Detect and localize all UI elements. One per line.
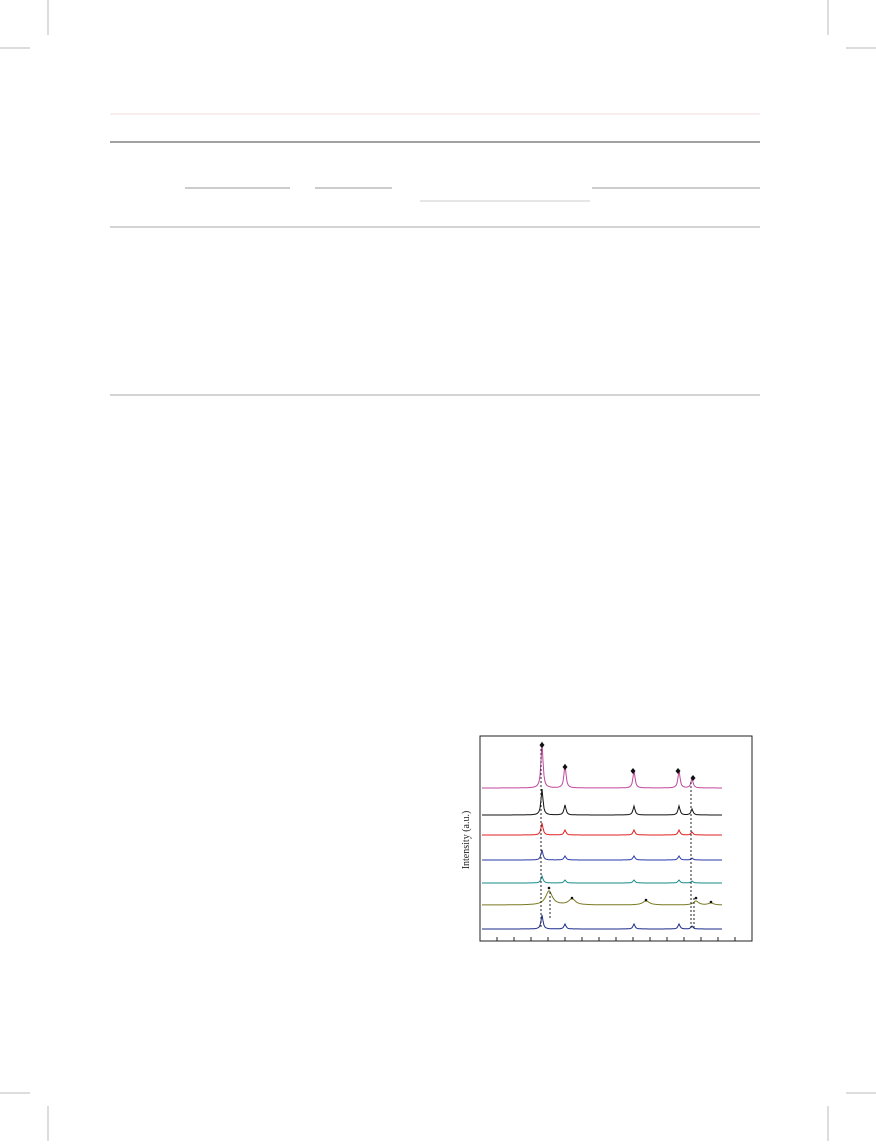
trace [482,849,722,861]
dot-marker [547,886,551,890]
trace [482,788,722,816]
dot-marker [644,898,648,902]
diamond-marker [562,764,568,770]
trace [482,914,722,930]
diamond-marker [690,775,696,781]
trace [482,890,722,906]
diamond-marker [539,742,545,748]
dot-marker [570,896,574,900]
plot-frame [479,735,753,942]
y-axis-label: Intensity (a.u.) [461,811,472,870]
trace [482,874,722,884]
diamond-marker [630,768,636,774]
trace [482,741,722,789]
diamond-marker [675,768,681,774]
dot-marker [709,900,713,904]
xrd-figure: Intensity (a.u.) [461,735,753,942]
dot-marker [694,896,698,900]
table-rules [110,113,760,396]
trace [482,822,722,836]
